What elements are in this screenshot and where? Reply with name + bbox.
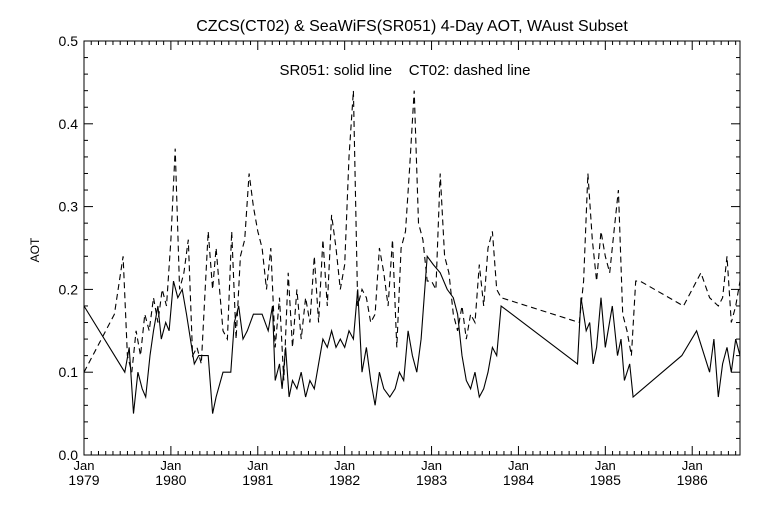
- y-tick-label: 0.5: [59, 33, 79, 49]
- x-tick-year-label: 1985: [590, 472, 621, 488]
- plot-frame: [83, 40, 741, 456]
- x-tick-month-label: Jan: [595, 458, 616, 473]
- x-tick-month-label: Jan: [160, 458, 181, 473]
- x-tick-year-label: 1981: [242, 472, 273, 488]
- x-tick-year-label: 1986: [677, 472, 708, 488]
- series-line-sr051: [83, 254, 741, 414]
- x-tick-month-label: Jan: [334, 458, 355, 473]
- axis-ticks: 0.00.10.20.30.40.5Jan1979Jan1980Jan1981J…: [59, 33, 740, 488]
- series-style-annotation: SR051: solid line CT02: dashed line: [280, 62, 531, 79]
- x-tick-month-label: Jan: [682, 458, 703, 473]
- y-tick-label: 0.4: [59, 116, 79, 132]
- x-tick-year-label: 1980: [155, 472, 186, 488]
- chart-title: CZCS(CT02) & SeaWiFS(SR051) 4-Day AOT, W…: [196, 18, 628, 35]
- x-tick-year-label: 1979: [68, 472, 99, 488]
- x-tick-month-label: Jan: [74, 458, 95, 473]
- y-tick-label: 0.3: [59, 199, 79, 215]
- x-tick-month-label: Jan: [508, 458, 529, 473]
- x-tick-year-label: 1984: [503, 472, 534, 488]
- x-tick-year-label: 1983: [416, 472, 447, 488]
- x-tick-month-label: Jan: [421, 458, 442, 473]
- x-tick-year-label: 1982: [329, 472, 360, 488]
- x-tick-month-label: Jan: [247, 458, 268, 473]
- y-tick-label: 0.0: [59, 447, 79, 463]
- series-line-ct02: [83, 90, 741, 381]
- y-axis-label: AOT: [28, 237, 42, 262]
- y-tick-label: 0.1: [59, 364, 79, 380]
- series-lines: [83, 90, 741, 414]
- y-tick-label: 0.2: [59, 281, 79, 297]
